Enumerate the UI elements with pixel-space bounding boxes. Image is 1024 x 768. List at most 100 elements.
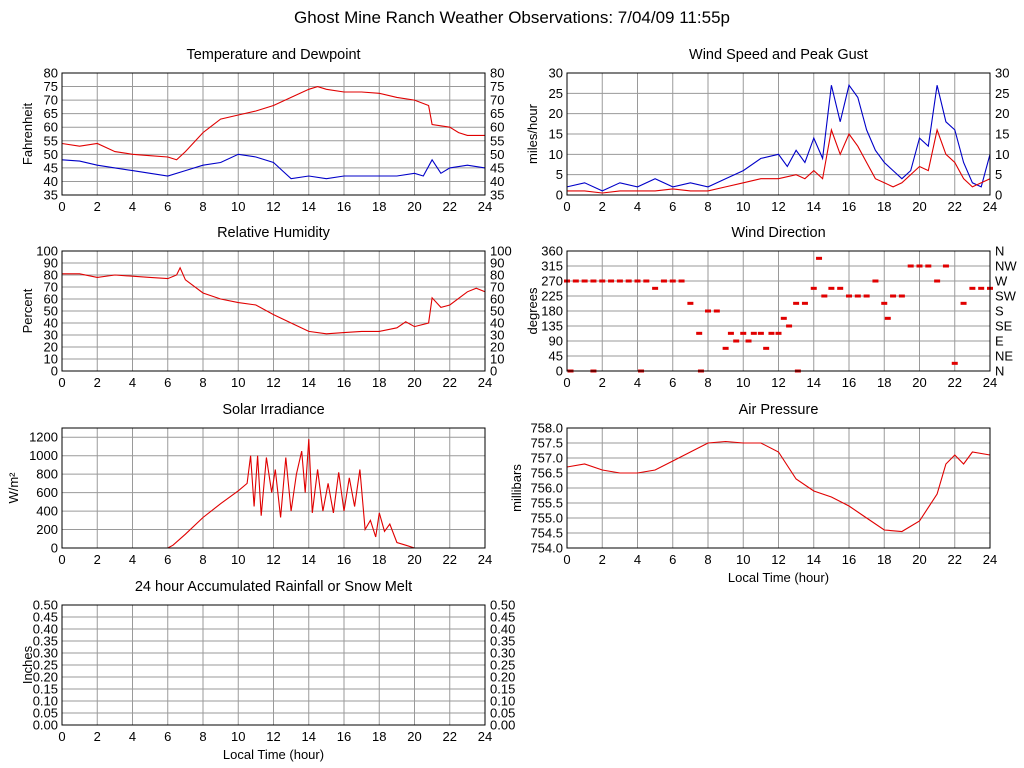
- y-tick-label: 200: [36, 522, 58, 537]
- right-tick-label: N: [995, 244, 1004, 259]
- x-tick-label: 12: [266, 552, 280, 567]
- y-axis-label: Fahrenheit: [20, 103, 35, 166]
- y-tick-label: 90: [44, 256, 58, 271]
- y-tick-label: 1000: [29, 448, 58, 463]
- data-point: [768, 331, 775, 335]
- data-point: [816, 256, 823, 260]
- x-tick-label: 12: [266, 729, 280, 744]
- x-tick-label: 4: [634, 552, 641, 567]
- x-tick-label: 22: [948, 199, 962, 214]
- y-tick-label: 754.0: [530, 541, 563, 556]
- data-point: [713, 309, 720, 313]
- y-tick-label: 754.5: [530, 526, 563, 541]
- right-tick-label: 0: [490, 364, 497, 379]
- data-point: [643, 279, 650, 283]
- x-tick-label: 4: [129, 199, 136, 214]
- y-tick-label: 20: [549, 106, 563, 121]
- y-tick-label: 50: [44, 147, 58, 162]
- y-tick-label: 55: [44, 133, 58, 148]
- y-tick-label: 1200: [29, 430, 58, 445]
- chart-title: 24 hour Accumulated Rainfall or Snow Mel…: [135, 579, 412, 595]
- data-point: [907, 264, 914, 268]
- x-tick-label: 20: [407, 375, 421, 390]
- x-tick-label: 14: [302, 729, 316, 744]
- data-point: [634, 279, 641, 283]
- plot-frame: [566, 250, 991, 372]
- x-tick-label: 18: [877, 375, 891, 390]
- x-tick-label: 0: [563, 552, 570, 567]
- y-tick-label: 600: [36, 485, 58, 500]
- right-tick-label: 100: [490, 244, 512, 259]
- x-tick-label: 12: [771, 552, 785, 567]
- data-point: [872, 279, 879, 283]
- x-tick-label: 0: [58, 375, 65, 390]
- right-tick-label: 0.25: [490, 658, 515, 673]
- x-axis-label: Local Time (hour): [728, 570, 829, 585]
- x-tick-label: 14: [302, 375, 316, 390]
- x-tick-label: 6: [164, 729, 171, 744]
- y-tick-label: 45: [44, 160, 58, 175]
- x-tick-label: 8: [199, 552, 206, 567]
- y-tick-label: 0.05: [33, 706, 58, 721]
- right-tick-label: 70: [490, 280, 504, 295]
- x-tick-label: 6: [669, 552, 676, 567]
- y-tick-label: 5: [556, 167, 563, 182]
- x-tick-label: 12: [771, 199, 785, 214]
- right-tick-label: 0.15: [490, 682, 515, 697]
- x-tick-label: 4: [129, 375, 136, 390]
- data-point: [722, 346, 729, 350]
- y-tick-label: 0: [556, 188, 563, 203]
- data-point: [763, 346, 770, 350]
- y-tick-label: 70: [44, 280, 58, 295]
- data-point: [801, 301, 808, 305]
- series-line-1: [61, 86, 485, 161]
- chart-title: Wind Speed and Peak Gust: [689, 47, 868, 63]
- y-tick-label: 40: [44, 174, 58, 189]
- chart-title: Temperature and Dewpoint: [186, 47, 360, 63]
- y-tick-label: 80: [44, 66, 58, 81]
- right-tick-label: 0.45: [490, 610, 515, 625]
- right-tick-label: W: [995, 274, 1008, 289]
- y-tick-label: 755.0: [530, 511, 563, 526]
- right-tick-label: 10: [995, 147, 1009, 162]
- y-tick-label: 80: [44, 268, 58, 283]
- data-point: [678, 279, 685, 283]
- y-tick-label: 757.5: [530, 436, 563, 451]
- x-tick-label: 8: [704, 199, 711, 214]
- x-tick-label: 22: [443, 199, 457, 214]
- y-tick-label: 0: [51, 364, 58, 379]
- right-tick-label: NE: [995, 349, 1013, 364]
- x-tick-label: 20: [407, 729, 421, 744]
- data-point: [863, 294, 870, 298]
- y-tick-label: 30: [44, 328, 58, 343]
- y-axis-label: Inches: [20, 645, 35, 684]
- x-tick-label: 10: [231, 552, 245, 567]
- x-tick-label: 24: [983, 375, 997, 390]
- x-tick-label: 10: [736, 199, 750, 214]
- x-tick-label: 14: [807, 199, 821, 214]
- x-tick-label: 16: [337, 729, 351, 744]
- right-tick-label: 0.35: [490, 634, 515, 649]
- y-tick-label: 757.0: [530, 451, 563, 466]
- x-tick-label: 6: [164, 199, 171, 214]
- y-tick-label: 60: [44, 292, 58, 307]
- x-tick-label: 14: [807, 375, 821, 390]
- x-tick-label: 0: [563, 375, 570, 390]
- plot-frame: [61, 72, 486, 196]
- chart-title: Air Pressure: [739, 402, 819, 418]
- data-point: [951, 361, 958, 365]
- x-tick-label: 22: [443, 375, 457, 390]
- plot-frame: [61, 427, 486, 549]
- y-tick-label: 90: [549, 334, 563, 349]
- y-tick-label: 755.5: [530, 496, 563, 511]
- y-tick-label: 15: [549, 127, 563, 142]
- data-point: [652, 286, 659, 290]
- right-tick-label: 35: [490, 188, 504, 203]
- x-tick-label: 24: [478, 552, 492, 567]
- y-tick-label: 0.00: [33, 718, 58, 733]
- data-point: [608, 279, 615, 283]
- right-tick-label: SW: [995, 289, 1017, 304]
- y-tick-label: 0.50: [33, 598, 58, 613]
